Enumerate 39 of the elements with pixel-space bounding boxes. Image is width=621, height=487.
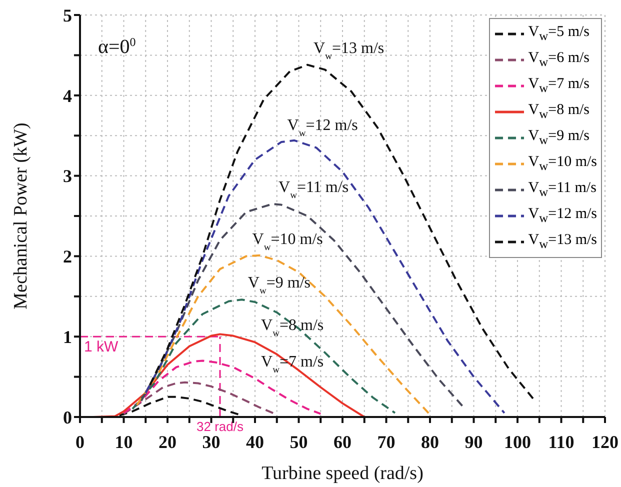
annotation: α=0$^{0}$ — [98, 35, 136, 58]
legend-label: V$_{w}$=13 m/s — [528, 232, 597, 252]
legend-label: V$_{w}$=11 m/s — [528, 180, 596, 200]
x-tick-label: 120 — [592, 432, 618, 452]
legend-label: V$_{w}$=7 m/s — [528, 76, 590, 96]
x-tick-label: 60 — [334, 432, 352, 452]
y-tick-label: 0 — [63, 407, 72, 428]
x-tick-label: 110 — [548, 432, 574, 452]
annotation: V$_{w}$=11 m/s — [278, 178, 349, 200]
ref-line-label: 32 rad/s — [196, 419, 244, 434]
legend-label: V$_{w}$=8 m/s — [528, 102, 590, 122]
x-tick-label: 30 — [202, 432, 220, 452]
y-tick-label: 3 — [63, 166, 72, 186]
x-tick-label: 90 — [464, 432, 483, 452]
ref-line-label: 1 kW — [84, 338, 120, 356]
y-tick-label: 1 — [63, 326, 72, 347]
x-tick-label: 80 — [421, 432, 439, 452]
y-tick-label: 4 — [63, 86, 72, 106]
annotation: V$_{w}$=9 m/s — [248, 274, 311, 296]
annotation: V$_{w}$=8 m/s — [261, 317, 324, 339]
annotation: V$_{w}$=12 m/s — [287, 117, 358, 139]
legend-label: V$_{w}$=9 m/s — [528, 128, 590, 148]
x-tick-label: 100 — [504, 432, 531, 452]
y-axis-title: Mechanical Power (kW) — [10, 122, 32, 310]
y-tick-label: 2 — [63, 246, 72, 267]
annotation: V$_{w}$=10 m/s — [252, 231, 323, 253]
x-tick-label: 70 — [377, 432, 396, 452]
x-tick-label: 0 — [76, 432, 84, 452]
x-tick-label: 20 — [158, 432, 176, 452]
legend-label: V$_{w}$=5 m/s — [528, 24, 590, 44]
x-axis-title: Turbine speed (rad/s) — [262, 463, 424, 484]
x-tick-label: 10 — [114, 432, 133, 452]
x-tick-label: 40 — [246, 432, 264, 452]
x-tick-label: 50 — [290, 432, 308, 452]
legend-label: V$_{w}$=6 m/s — [528, 50, 590, 70]
y-tick-label: 5 — [63, 5, 72, 26]
legend-label: V$_{w}$=12 m/s — [528, 206, 597, 226]
legend-label: V$_{w}$=10 m/s — [528, 154, 597, 174]
annotation: V$_{w}$=13 m/s — [314, 40, 384, 62]
